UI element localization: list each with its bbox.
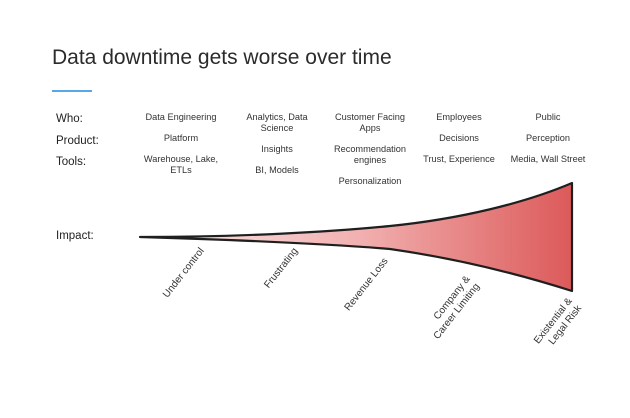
row-label-tools: Tools: xyxy=(56,156,87,168)
product-cell: Insights xyxy=(261,144,293,154)
product-cell: Platform xyxy=(163,133,199,143)
column-employees: Employees Decisions Trust, Experience xyxy=(415,112,503,175)
column-data-engineering: Data Engineering Platform Warehouse, Lak… xyxy=(137,112,225,186)
row-label-who: Who: xyxy=(56,113,83,125)
product-cell: Perception xyxy=(526,133,570,143)
row-label-impact: Impact: xyxy=(56,230,94,242)
page-title: Data downtime gets worse over time xyxy=(52,46,392,69)
who-cell: Analytics, Data Science xyxy=(246,112,308,133)
who-cell: Data Engineering xyxy=(145,112,217,122)
row-label-product: Product: xyxy=(56,135,99,147)
column-analytics: Analytics, Data Science Insights BI, Mod… xyxy=(233,112,321,186)
tools-cell: Media, Wall Street xyxy=(510,154,586,164)
tools-cell: Trust, Experience xyxy=(423,154,495,164)
column-customer-apps: Customer Facing Apps Recommendation engi… xyxy=(326,112,414,197)
column-public: Public Perception Media, Wall Street xyxy=(504,112,592,175)
impact-horn-shape xyxy=(138,181,574,293)
who-cell: Customer Facing Apps xyxy=(335,112,405,133)
title-underline xyxy=(52,90,92,92)
product-cell: Recommendation engines xyxy=(333,144,406,165)
who-cell: Employees xyxy=(436,112,482,122)
tools-cell: Personalization xyxy=(338,176,402,186)
who-cell: Public xyxy=(535,112,561,122)
tools-cell: Warehouse, Lake, ETLs xyxy=(143,154,219,175)
tools-cell: BI, Models xyxy=(255,165,299,175)
product-cell: Decisions xyxy=(439,133,479,143)
